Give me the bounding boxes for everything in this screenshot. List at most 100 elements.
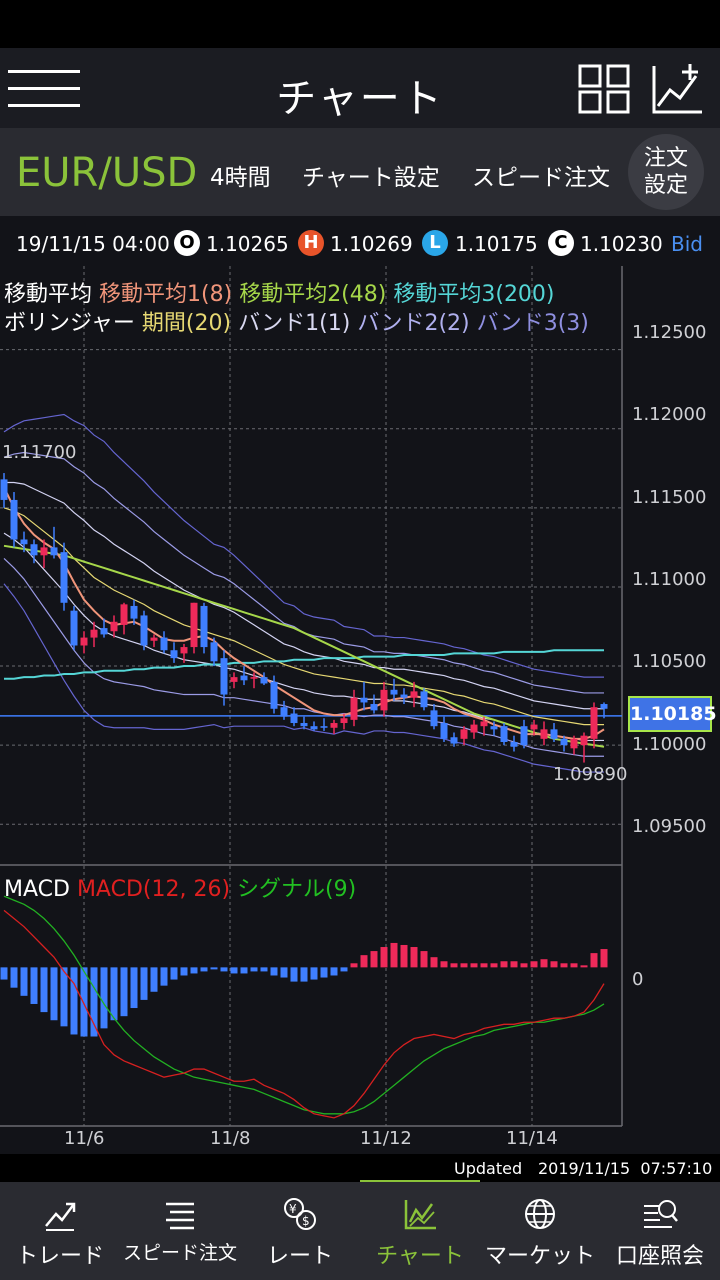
candle-body (270, 681, 278, 709)
order-settings-button[interactable]: 注文 設定 (628, 134, 704, 210)
candle-body (80, 637, 88, 646)
header: チャート (0, 48, 720, 128)
high-badge: H (298, 230, 324, 256)
macd-histogram-bar (30, 967, 38, 1004)
candle-body (210, 642, 218, 662)
layout-grid-icon[interactable] (578, 64, 630, 114)
candle-body (200, 605, 208, 648)
low-price-label: 1.09890 (553, 764, 628, 785)
nav-market[interactable]: マーケット (480, 1182, 600, 1280)
macd-line (3, 909, 605, 1119)
x-tick-label: 11/8 (210, 1128, 251, 1149)
ma1-legend: 移動平均1(8) (99, 282, 233, 307)
candle-body (240, 675, 248, 681)
ma3-line (4, 649, 604, 680)
candle-body (10, 499, 18, 540)
chart-toolbar: EUR/USD 4時間 チャート設定 スピード注文 注文 設定 (0, 128, 720, 216)
y-tick-label: 1.11000 (632, 569, 707, 590)
macd-histogram-bar (580, 965, 588, 968)
macd-histogram-bar (100, 967, 108, 1029)
candle-body (480, 721, 488, 727)
macd-histogram-bar (480, 963, 488, 968)
macd-histogram-bar (60, 967, 68, 1027)
candle-body (100, 628, 108, 635)
currency-pair-selector[interactable]: EUR/USD (16, 150, 198, 196)
candle-body (330, 723, 338, 728)
candle-body (20, 539, 28, 545)
close-value: 1.10230 (580, 232, 663, 256)
candle-body (180, 647, 188, 654)
candle-body (490, 726, 498, 730)
macd-histogram-bar (400, 944, 408, 968)
nav-trade[interactable]: トレード (0, 1182, 120, 1280)
nav-rate[interactable]: ¥ $ レート (240, 1182, 360, 1280)
chart-settings-button[interactable]: チャート設定 (302, 165, 440, 191)
nav-chart[interactable]: チャート (360, 1182, 480, 1280)
menu-icon[interactable] (8, 70, 80, 107)
macd-histogram-bar (260, 967, 268, 972)
candle-body (320, 726, 328, 728)
candle-body (390, 689, 398, 695)
candle-body (380, 689, 388, 711)
macd-histogram-bar (120, 967, 128, 1017)
macd-histogram-bar (180, 967, 188, 976)
macd-histogram-bar (160, 967, 168, 986)
macd-histogram-bar (600, 949, 608, 968)
macd-histogram-bar (560, 963, 568, 968)
nav-label: トレード (15, 1244, 104, 1269)
bollinger-upper-band-2 (3, 451, 604, 694)
y-tick-label: 1.10000 (632, 734, 707, 755)
macd-histogram-bar (150, 967, 158, 992)
candle-body (140, 615, 148, 646)
macd-histogram-bar (420, 951, 428, 968)
candle-body (590, 707, 598, 739)
macd-histogram-bar (360, 955, 368, 968)
ohlc-bar: 19/11/15 04:00 O 1.10265 H 1.10269 L 1.1… (0, 220, 720, 266)
candle-body (530, 724, 538, 730)
signal-legend: シグナル(9) (237, 877, 357, 902)
candle-body (550, 729, 558, 739)
updated-label: Updated (454, 1159, 523, 1178)
candle-body (250, 677, 258, 679)
band1-legend: バンド1(1) (238, 311, 351, 336)
candle-body (30, 544, 38, 556)
macd-histogram-bar (70, 967, 78, 1035)
order-settings-label-2: 設定 (643, 173, 688, 198)
band2-legend: バンド2(2) (357, 311, 470, 336)
low-badge: L (422, 230, 448, 256)
svg-text:$: $ (302, 1214, 310, 1228)
candle-body (520, 726, 528, 746)
candle-body (350, 697, 358, 720)
chart-area[interactable] (0, 266, 720, 1154)
bb-period-legend: 期間(20) (141, 311, 232, 336)
add-chart-icon[interactable] (650, 62, 704, 116)
macd-histogram-bar (530, 961, 538, 968)
low-value: 1.10175 (455, 232, 538, 256)
speed-order-button[interactable]: スピード注文 (472, 165, 610, 191)
timeframe-selector[interactable]: 4時間 (210, 165, 271, 191)
page-title: チャート (276, 76, 444, 122)
candle-body (510, 742, 518, 747)
candle-body (450, 737, 458, 744)
nav-label: チャート (376, 1244, 464, 1269)
candle-body (360, 697, 368, 703)
nav-account[interactable]: 口座照会 (600, 1182, 720, 1280)
candle-body (400, 694, 408, 698)
candle-body (430, 710, 438, 727)
candle-body (310, 726, 318, 730)
signal-line (3, 895, 605, 1115)
macd-histogram-bar (310, 967, 318, 980)
macd-histogram-bar (200, 967, 208, 972)
candles (0, 473, 608, 763)
nav-speed-order[interactable]: スピード注文 (120, 1182, 240, 1280)
macd-histogram-bar (570, 963, 578, 968)
macd-histogram-bar (110, 967, 118, 1021)
candle-body (0, 479, 8, 500)
macd-histogram-bar (490, 963, 498, 968)
macd-histogram-bar (350, 963, 358, 968)
candle-body (500, 726, 508, 742)
bottom-nav: トレード スピード注文 ¥ $ レート チャート マーケット 口座照会 (0, 1182, 720, 1280)
y-tick-label: 1.10500 (632, 651, 707, 672)
candle-body (290, 713, 298, 724)
macd-histogram-bar (170, 967, 178, 980)
